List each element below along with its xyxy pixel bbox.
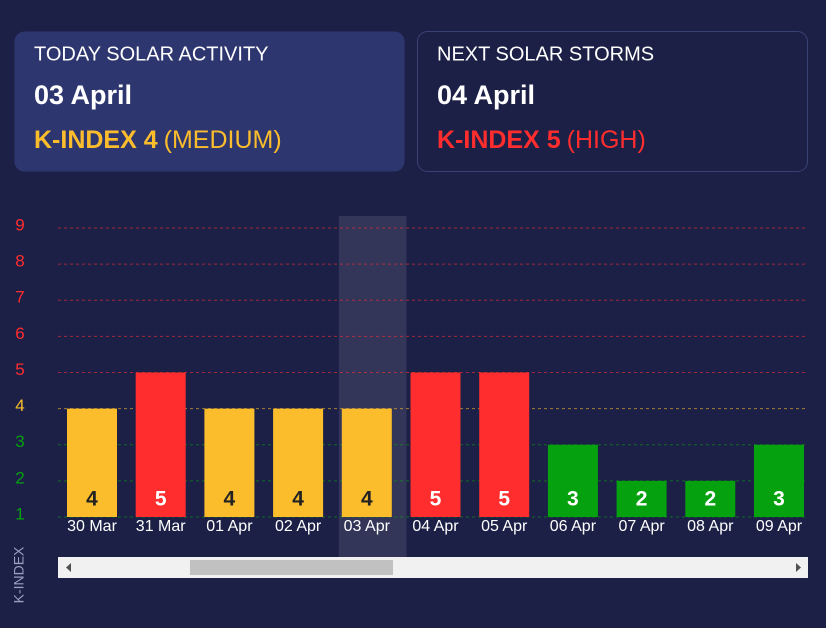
axis: 1 2 3 4 5 6 7 8 9 [15,215,24,523]
scroll-right-arrow[interactable] [796,563,801,572]
bar [204,408,255,517]
card-title: NEXT SOLAR STORMS [437,43,654,65]
plot: 4 30 Mar 5 31 Mar 4 01 Apr 4 02 Apr 4 03 Apr 5 04 A… [58,216,808,557]
bar [273,408,324,517]
card [14,31,405,172]
card-date: 04 April [437,80,535,110]
x-tick-label: 30 Mar [67,518,117,535]
x-tick-label: 31 Mar [136,518,186,535]
bar [479,372,530,517]
y-axis-label: K-INDEX [11,546,27,603]
value-label: 4 [361,488,373,511]
cards: TODAY SOLAR ACTIVITY 03 April K-INDEX 4 (ME… [14,31,808,172]
y-tick-label: 7 [15,288,24,307]
value-label: 4 [224,488,236,511]
bar [410,372,461,517]
value-label: 5 [155,488,167,511]
card-level: (HIGH) [567,126,646,154]
x-tick-label: 08 Apr [687,518,734,535]
y-tick-label: 4 [15,396,24,415]
y-tick-label: 5 [15,360,24,379]
x-tick-label: 09 Apr [756,518,803,535]
y-tick-label: 2 [15,468,24,487]
bar [67,408,117,517]
card-date: 03 April [34,80,132,110]
y-tick-label: 6 [15,324,24,343]
card-index: K-INDEX 4 (MEDIUM) [34,126,282,154]
scroll-left-arrow[interactable] [66,563,71,572]
card-index-value: K-INDEX 4 [34,126,158,154]
scroll-thumb[interactable] [190,560,393,575]
x-tick-label: 05 Apr [481,518,528,535]
value-label: 3 [773,488,785,511]
x-tick-label: 06 Apr [550,518,597,535]
bar [754,444,804,517]
x-tick-label: 03 Apr [344,518,391,535]
x-tick-label: 07 Apr [618,518,665,535]
card-level: (MEDIUM) [164,126,282,154]
scroll-track[interactable] [58,557,808,578]
x-tick-label: 04 Apr [412,518,459,535]
y-tick-label: 8 [15,252,24,271]
bar [685,480,736,517]
bar [547,444,598,517]
scrollbar[interactable] [58,557,808,578]
value-label: 5 [430,488,442,511]
value-label: 2 [636,488,648,511]
x-tick-label: 02 Apr [275,518,322,535]
y-tick-label: 1 [15,504,24,523]
value-label: 2 [704,488,716,511]
value-label: 4 [292,488,304,511]
card-index: K-INDEX 5 (HIGH) [437,126,646,154]
y-tick-label: 9 [15,215,24,234]
card [417,31,808,172]
value-label: 4 [86,488,98,511]
value-label: 3 [567,488,579,511]
card-title: TODAY SOLAR ACTIVITY [34,43,269,65]
x-tick-label: 01 Apr [206,518,253,535]
bar [135,372,186,517]
bar [616,480,667,517]
y-tick-label: 3 [15,432,24,451]
card-index-value: K-INDEX 5 [437,126,561,154]
bar [341,408,392,517]
value-label: 5 [498,488,510,511]
